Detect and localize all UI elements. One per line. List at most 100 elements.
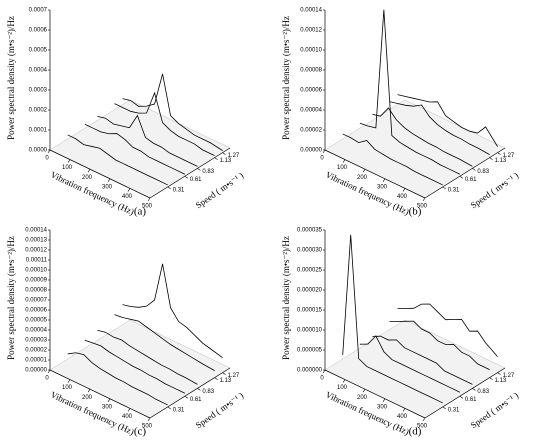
speed-tick-label: 1.27: [503, 153, 515, 159]
speed-tick-label: 1.27: [228, 153, 240, 159]
z-tick-label: 0.00001: [25, 358, 47, 364]
frequency-tick-label: 400: [122, 414, 133, 420]
frequency-tick: [107, 178, 111, 182]
z-axis-label: Power spectral density (m•s⁻²)/Hz: [6, 16, 16, 140]
speed-axis: [149, 147, 231, 199]
panel-label: (c): [134, 426, 147, 438]
spectrum-line: [372, 335, 473, 385]
z-axis-label: Power spectral density (m•s⁻²)/Hz: [6, 236, 16, 360]
speed-tick-label: 0.61: [465, 177, 477, 183]
z-tick-label: 0.00010: [25, 268, 47, 274]
speed-tick: [167, 186, 171, 190]
z-tick-label: 0.000010: [297, 328, 323, 334]
frequency-axis: [49, 149, 151, 199]
frequency-tick-label: 500: [142, 424, 153, 430]
speed-tick-label: 0.83: [202, 389, 214, 395]
frequency-tick-label: 100: [62, 165, 73, 171]
frequency-tick-label: 500: [417, 424, 428, 430]
speed-tick: [184, 395, 189, 399]
frequency-tick: [342, 379, 346, 383]
frequency-tick-label: 0: [45, 156, 49, 162]
speed-tick: [442, 406, 446, 410]
frequency-tick: [322, 369, 326, 374]
z-tick-label: 0.00014: [300, 8, 322, 14]
z-tick-label: 0.00006: [300, 88, 322, 94]
z-tick-label: 0.0001: [29, 128, 48, 134]
spectrum-line: [359, 335, 461, 393]
frequency-tick: [362, 169, 366, 173]
z-tick-label: 0.000000: [297, 368, 323, 374]
z-tick-label: 0.00013: [25, 238, 47, 244]
frequency-tick-label: 200: [82, 175, 93, 181]
speed-tick-label: 1.13: [220, 378, 232, 384]
spectrum-line: [122, 263, 223, 358]
spectrum-line: [359, 9, 461, 175]
panel-label: (b): [409, 206, 422, 218]
spectrum-line: [397, 94, 498, 147]
speed-tick: [497, 372, 501, 375]
panel: 0.00000 0.00001 0.00002 0.00003 0.00004 0.000…: [6, 228, 245, 438]
speed-tick-label: 1.13: [495, 378, 507, 384]
frequency-tick: [47, 369, 51, 374]
speed-tick-label: 0.31: [173, 408, 185, 414]
frequency-tick: [147, 417, 151, 422]
frequency-tick: [127, 188, 131, 192]
frequency-tick: [382, 178, 386, 182]
z-tick-label: 0.000020: [297, 288, 323, 294]
frequency-tick-label: 100: [337, 385, 348, 391]
z-tick-label: 0.00000: [300, 148, 322, 154]
speed-tick: [197, 168, 201, 171]
spectrum-line: [114, 314, 215, 371]
frequency-tick: [87, 169, 91, 173]
speed-tick-label: 1.27: [503, 373, 515, 379]
z-tick-label: 0.00014: [25, 228, 47, 234]
spectrum-line: [389, 320, 490, 371]
speed-tick: [222, 372, 226, 375]
frequency-tick-label: 0: [45, 376, 49, 382]
frequency-axis: [324, 149, 426, 199]
z-tick-label: 0.000030: [297, 248, 323, 254]
z-tick-label: 0.00008: [25, 288, 47, 294]
z-tick-label: 0.00000: [25, 368, 47, 374]
frequency-tick: [362, 389, 366, 393]
z-tick-label: 0.00004: [25, 328, 47, 334]
z-tick-label: 0.0003: [29, 88, 48, 94]
spectrum-line: [67, 352, 168, 406]
speed-tick: [489, 157, 493, 160]
z-tick-label: 0.00012: [25, 248, 47, 254]
spectrum-line: [342, 133, 443, 186]
speed-tick: [167, 406, 171, 410]
spectrum-line: [342, 234, 443, 404]
frequency-tick: [107, 398, 111, 402]
speed-tick-label: 0.61: [465, 397, 477, 403]
frequency-tick-label: 300: [102, 184, 113, 190]
z-tick-label: 0.00002: [25, 348, 47, 354]
z-tick-label: 0.000025: [297, 268, 323, 274]
frequency-tick: [87, 389, 91, 393]
speed-axis: [149, 367, 231, 419]
speed-tick: [459, 395, 464, 399]
spectrum-line: [397, 303, 498, 357]
panel: 0.00000 0.00002 0.00004 0.00006 0.00008 0.000…: [281, 8, 520, 218]
z-tick-label: 0.00002: [300, 128, 322, 134]
speed-tick-label: 0.31: [448, 188, 460, 194]
speed-tick: [214, 157, 218, 160]
frequency-tick-label: 300: [377, 404, 388, 410]
frequency-tick-label: 200: [82, 395, 93, 401]
z-axis-label: Power spectral density (m•s⁻²)/Hz: [281, 236, 291, 360]
spectrum-line: [114, 91, 215, 157]
z-axis-label: Power spectral density (m•s⁻²)/Hz: [281, 16, 291, 140]
z-tick-label: 0.00005: [25, 318, 47, 324]
speed-tick: [184, 175, 189, 179]
frequency-tick-label: 0: [320, 156, 324, 162]
speed-tick: [222, 152, 226, 155]
speed-tick: [489, 377, 493, 380]
speed-tick-label: 0.61: [190, 397, 202, 403]
speed-tick-label: 0.83: [477, 389, 489, 395]
z-tick-label: 0.0002: [29, 108, 48, 114]
z-tick-label: 0.00011: [26, 258, 48, 264]
z-tick-label: 0.000005: [297, 348, 323, 354]
frequency-tick-label: 300: [377, 184, 388, 190]
z-tick-label: 0.00006: [25, 308, 47, 314]
speed-tick-label: 1.27: [228, 373, 240, 379]
